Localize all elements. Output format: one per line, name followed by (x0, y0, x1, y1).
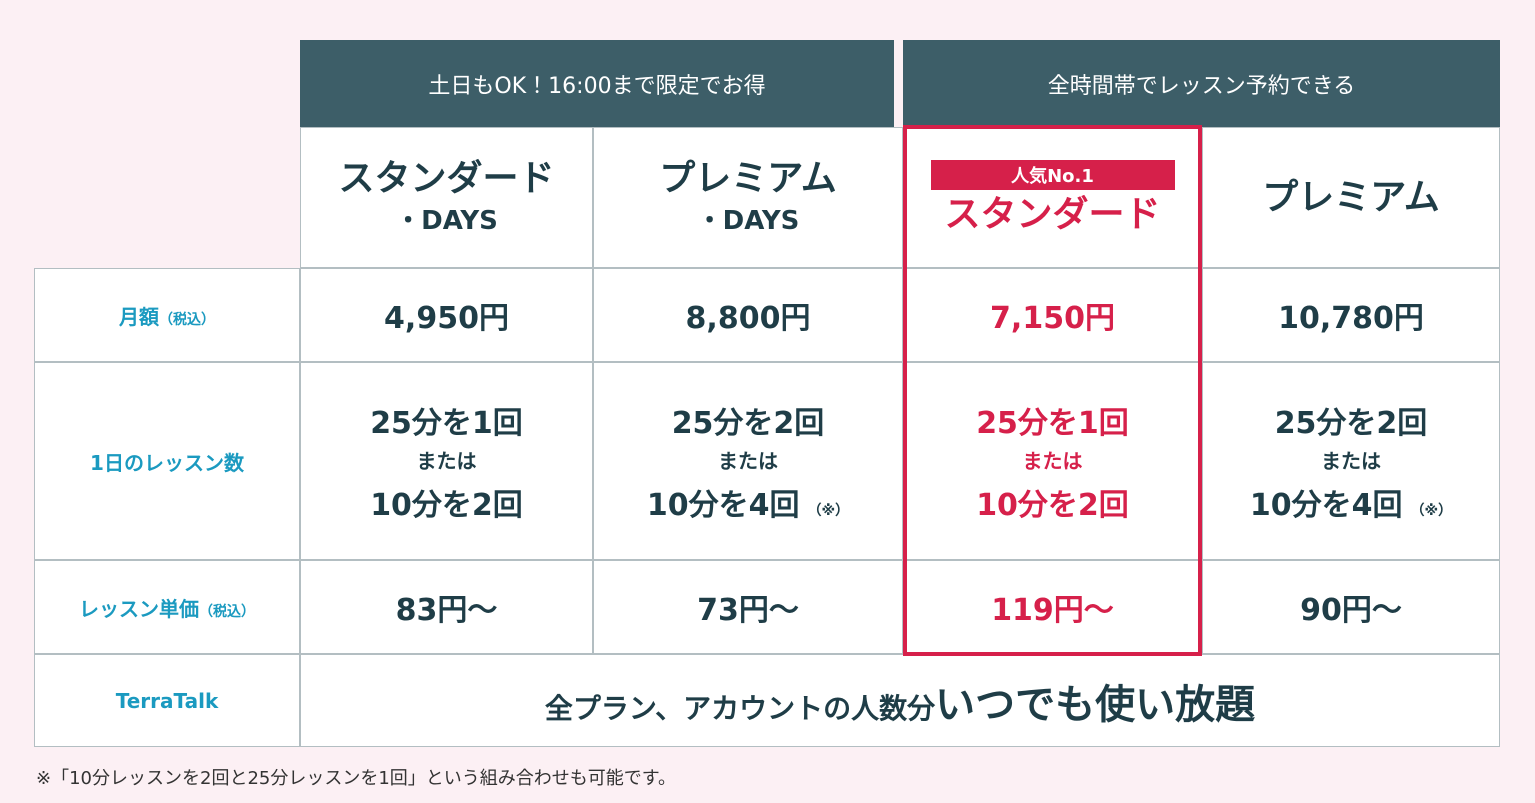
cell-line: 25分を1回 (370, 398, 523, 442)
plan-sub: ・DAYS (696, 205, 800, 236)
cell-line: 25分を2回 (1275, 398, 1428, 442)
cell-value: 10,780円 (1278, 301, 1424, 336)
cell-line-text: 25分を1回 (976, 406, 1129, 441)
group-header: 土日もOK！16:00まで限定でお得 (300, 40, 894, 127)
cell-line-text: 25分を1回 (370, 406, 523, 441)
price-cell: 119円～ (903, 560, 1202, 654)
cell-value: 7,150円 (990, 301, 1115, 336)
price-cell: 8,800円 (593, 268, 903, 362)
cell-line: 10分を2回 (370, 480, 523, 524)
plan-sub: ・DAYS (395, 205, 498, 236)
cell-line-text: または (1321, 449, 1381, 473)
group-header: 全時間帯でレッスン予約できる (903, 40, 1500, 127)
group-title: 全時間帯でレッスン予約できる (1047, 73, 1356, 99)
price-cell: 90円～ (1202, 560, 1500, 654)
terratalk-cell: 全プラン、アカウントの人数分いつでも使い放題 (300, 654, 1500, 747)
cell-line: または (1023, 442, 1083, 480)
cell-line: 10分を4回 （※） (647, 480, 849, 524)
price-cell: 25分を2回または 10分を4回 （※） (593, 362, 903, 560)
cell-line-text: または (718, 449, 778, 473)
price-cell: 83円～ (300, 560, 593, 654)
row-label-main: 1日のレッスン数 (90, 450, 244, 475)
group-title: 土日もOK！16:00まで限定でお得 (428, 73, 766, 99)
cell-line-text: 10分を2回 (370, 488, 523, 523)
plan-name: スタンダード (944, 193, 1161, 235)
row-label-main: 月額 (119, 304, 159, 329)
row-label: レッスン単価（税込） (34, 560, 300, 654)
cell-line: 10分を2回 (976, 480, 1129, 524)
cell-line-text: 10分を4回 (1249, 488, 1403, 523)
cell-line-text: 10分を4回 (646, 488, 800, 523)
price-cell: 4,950円 (300, 268, 593, 362)
row-label-text: 月額（税込） (119, 301, 215, 330)
row-label-text: 1日のレッスン数 (90, 447, 244, 476)
cell-value: 4,950円 (384, 301, 509, 336)
row-label-main: TerraTalk (115, 688, 219, 713)
row-label-note: （税込） (159, 311, 215, 328)
cell-value: 8,800円 (685, 301, 811, 336)
row-label: 1日のレッスン数 (34, 362, 300, 560)
plan-name: プレミアム (1262, 176, 1440, 218)
plan-header: プレミアム (1202, 127, 1500, 268)
plan-badge: 人気No.1 (930, 159, 1175, 190)
cell-line-text: 25分を2回 (1274, 406, 1428, 441)
cell-line-text: 10分を2回 (976, 488, 1129, 523)
cell-value: 83円～ (395, 593, 498, 628)
price-cell: 25分を1回または 10分を2回 (300, 362, 593, 560)
row-label-main: レッスン単価 (79, 596, 199, 621)
price-cell: 25分を1回または 10分を2回 (903, 362, 1202, 560)
row-label: TerraTalk (34, 654, 300, 747)
price-cell: 25分を2回または 10分を4回 （※） (1202, 362, 1500, 560)
cell-note: （※） (807, 503, 850, 519)
plan-name: スタンダード (338, 158, 555, 200)
price-cell: 7,150円 (903, 268, 1202, 362)
cell-line-text: 25分を2回 (671, 406, 825, 441)
cell-line: または (718, 442, 778, 480)
row-label-note: （税込） (199, 603, 255, 620)
plan-header: スタンダード・DAYS (300, 127, 593, 268)
plan-header: プレミアム・DAYS (593, 127, 903, 268)
row-label: 月額（税込） (34, 268, 300, 362)
cell-line: 10分を4回 （※） (1250, 480, 1452, 524)
cell-value: 90円～ (1300, 593, 1402, 628)
row-label-text: レッスン単価（税込） (79, 593, 255, 622)
terratalk-lead: 全プラン、アカウントの人数分 (544, 691, 936, 725)
cell-line: または (1321, 442, 1381, 480)
cell-line: 25分を1回 (976, 398, 1129, 442)
footnote: ※「10分レッスンを2回と25分レッスンを1回」という組み合わせも可能です。 (36, 768, 676, 789)
cell-line: または (417, 442, 477, 480)
cell-line-text: または (1022, 449, 1083, 473)
cell-line: 25分を2回 (672, 398, 825, 442)
cell-line-text: または (416, 449, 477, 473)
price-cell: 73円～ (593, 560, 903, 654)
cell-note: （※） (1410, 503, 1453, 519)
cell-value: 119円～ (991, 593, 1114, 628)
cell-value: 73円～ (697, 593, 799, 628)
plan-header: 人気No.1 スタンダード (903, 127, 1202, 268)
price-cell: 10,780円 (1202, 268, 1500, 362)
plan-name: プレミアム (659, 158, 837, 200)
terratalk-emphasis: いつでも使い放題 (935, 681, 1256, 728)
terratalk-text: 全プラン、アカウントの人数分いつでも使い放題 (545, 672, 1255, 730)
